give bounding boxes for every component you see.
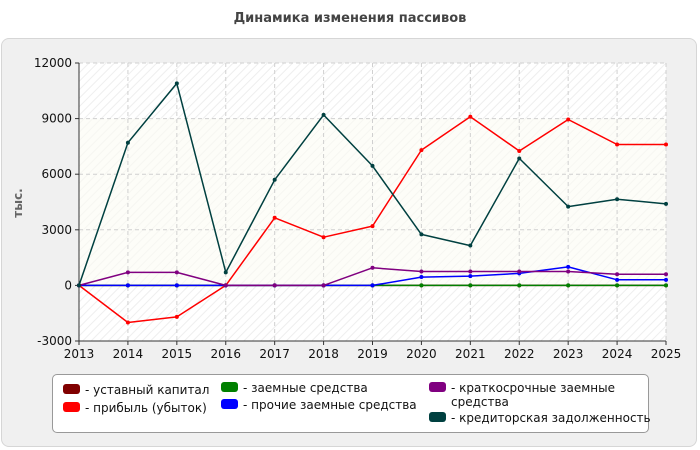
data-point [125,140,130,145]
data-point [174,270,179,275]
data-point [566,264,571,269]
data-point [370,283,375,288]
data-point [468,283,473,288]
x-tick-label: 2024 [602,347,633,361]
legend-swatch [429,382,446,392]
data-point [419,269,424,274]
x-tick-label: 2023 [553,347,584,361]
data-point [468,114,473,119]
legend-swatch [221,382,238,392]
y-tick-label: 3000 [41,223,72,237]
x-tick-label: 2018 [308,347,339,361]
data-point [125,320,130,325]
data-point [664,277,668,282]
y-tick-label: 9000 [41,112,72,126]
x-tick-label: 2021 [455,347,486,361]
data-point [272,177,277,182]
data-point [468,269,473,274]
data-point [615,283,620,288]
legend-label: - прибыль (убыток) [85,401,207,415]
data-point [419,283,424,288]
data-point [517,149,522,154]
data-point [566,283,571,288]
data-point [664,272,668,277]
data-point [223,270,228,275]
data-point [664,142,668,147]
data-point [419,275,424,280]
legend-label: - заемные средства [243,381,368,395]
chart-panel: -3000 0 3000 6000 9000 12000 2013 2014 2015 2016… [1,38,697,447]
data-point [517,269,522,274]
legend-swatch [63,384,80,394]
data-point [664,283,668,288]
legend-swatch [63,402,80,412]
data-point [174,314,179,319]
data-point [321,112,326,117]
y-tick-label: 6000 [41,167,72,181]
x-tick-label: 2016 [210,347,241,361]
x-tick-label: 2014 [113,347,144,361]
y-tick-label: 0 [64,278,72,292]
data-point [664,201,668,206]
data-point [223,283,228,288]
x-tick-label: 2017 [259,347,290,361]
data-point [566,117,571,122]
y-tick-label: 12000 [34,56,72,70]
legend: - уставный капитал - прибыль (убыток) - … [52,374,651,433]
data-point [321,283,326,288]
data-point [125,283,130,288]
series-lines [77,81,668,325]
data-point [615,197,620,202]
chart-title: Динамика изменения пассивов [233,11,467,26]
data-point [370,224,375,229]
data-point [468,243,473,248]
x-tick-label: 2019 [357,347,388,361]
legend-label: - краткосрочные заемные средства [451,381,615,409]
data-point [566,269,571,274]
x-tick-label: 2015 [162,347,193,361]
data-point [321,235,326,240]
data-point [272,215,277,220]
data-point [517,283,522,288]
data-point [419,148,424,153]
x-tick-label: 2025 [651,347,682,361]
data-point [615,272,620,277]
x-tick-label: 2013 [64,347,95,361]
data-point [370,163,375,168]
x-tick-labels: 2013 2014 2015 2016 2017 2018 2019 2020 2021 2022… [64,347,682,361]
data-point [615,277,620,282]
data-point [517,156,522,161]
data-point [566,204,571,209]
y-tick-label: -3000 [37,334,72,348]
legend-label: - прочие заемные средства [243,398,417,412]
data-point [77,283,81,288]
line-chart: -3000 0 3000 6000 9000 12000 2013 2014 2015 2016… [11,56,682,361]
legend-label: - кредиторская задолженность [451,411,651,425]
legend-label: - уставный капитал [85,383,210,397]
data-point [174,283,179,288]
data-point [272,283,277,288]
data-point [125,270,130,275]
x-tick-label: 2022 [504,347,535,361]
legend-swatch [221,399,238,409]
legend-swatch [429,412,446,422]
data-point [468,274,473,279]
y-tick-labels: -3000 0 3000 6000 9000 12000 [34,56,72,348]
data-point [419,232,424,237]
data-point [615,142,620,147]
y-axis-label: тыс. [11,188,25,217]
data-point [370,265,375,270]
series-5 [77,81,668,288]
x-tick-label: 2020 [406,347,437,361]
data-point [174,81,179,86]
